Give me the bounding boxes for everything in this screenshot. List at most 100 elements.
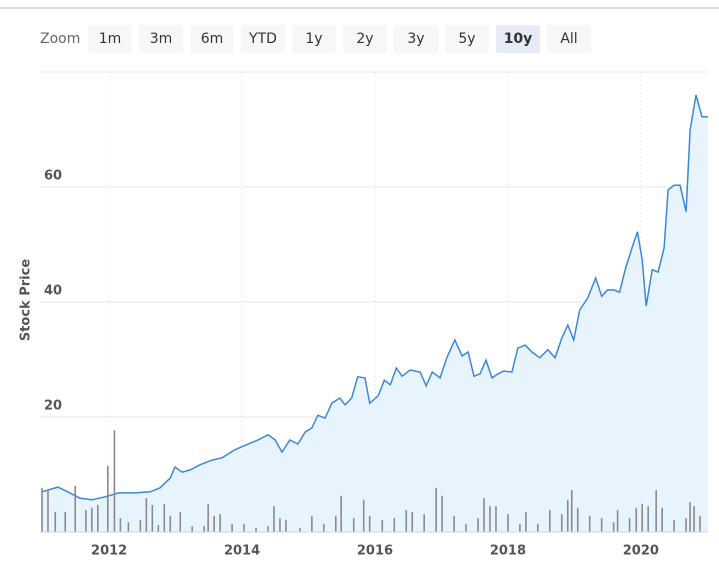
volume-bar — [127, 522, 130, 532]
zoom-button-label[interactable]: 10y — [504, 31, 533, 47]
volume-bar — [616, 510, 619, 532]
volume-bar — [151, 504, 154, 532]
volume-bar — [689, 502, 691, 532]
volume-bar — [340, 495, 342, 532]
volume-bar — [423, 514, 425, 532]
price-line — [41, 94, 708, 501]
volume-bar — [47, 490, 49, 532]
zoom-button-label[interactable]: 6m — [201, 31, 224, 47]
volume-bar — [693, 506, 695, 532]
volume-bar — [537, 523, 539, 532]
volume-bar — [588, 515, 591, 532]
zoom-button-label[interactable]: 2y — [356, 31, 373, 47]
volume-bar — [685, 518, 687, 532]
volume-bar — [74, 486, 77, 532]
zoom-button[interactable] — [394, 25, 438, 53]
volume-bar — [635, 507, 638, 532]
volume-bar — [157, 525, 160, 532]
volume-bar — [381, 519, 384, 532]
volume-bar — [560, 514, 563, 532]
volume-bar — [525, 511, 527, 532]
volume-bar — [441, 495, 443, 532]
volume-bar — [334, 515, 337, 532]
x-tick-label: 2014 — [224, 544, 260, 559]
volume-bar — [41, 487, 43, 532]
volume-bar — [362, 499, 365, 532]
volume-bar — [549, 510, 551, 532]
zoom-button-label[interactable]: 5y — [458, 31, 475, 47]
volume-bar — [393, 518, 396, 532]
volume-bar — [641, 503, 643, 532]
volume-bar — [119, 518, 122, 532]
x-tick-label: 2012 — [91, 544, 127, 559]
y-tick-label: 40 — [44, 284, 62, 299]
y-axis-label: Stock Price — [19, 259, 34, 341]
volume-bar — [566, 499, 569, 532]
volume-bar — [323, 523, 325, 532]
volume-bar — [628, 518, 631, 532]
volume-bar — [519, 523, 521, 532]
zoom-button-label[interactable]: YTD — [248, 31, 277, 47]
zoom-button-label[interactable]: 1y — [305, 31, 322, 47]
zoom-button[interactable] — [88, 25, 132, 53]
volume-bar — [600, 518, 603, 532]
volume-bar — [453, 515, 455, 532]
volume-bar — [91, 507, 93, 532]
volume-bar — [85, 510, 87, 532]
volume-bar — [368, 515, 371, 532]
volume-bar — [97, 504, 99, 532]
volume-bar — [655, 490, 657, 532]
volume-bar — [699, 515, 701, 532]
volume-bar — [273, 506, 275, 532]
volume-bar — [179, 511, 182, 532]
volume-bar — [673, 519, 675, 532]
zoom-button[interactable] — [241, 25, 285, 53]
volume-bar — [106, 465, 109, 532]
volume-bar — [255, 527, 257, 532]
volume-bar — [64, 511, 67, 532]
volume-bar — [191, 526, 194, 532]
volume-bar — [243, 523, 245, 532]
volume-bar — [285, 519, 287, 532]
volume-bar — [113, 430, 116, 532]
zoom-button[interactable] — [547, 25, 591, 53]
x-tick-label: 2018 — [490, 544, 526, 559]
volume-bar — [279, 518, 281, 532]
zoom-button[interactable] — [445, 25, 489, 53]
volume-bar — [661, 507, 663, 532]
area-fill — [42, 95, 708, 532]
volume-bar — [203, 526, 205, 532]
zoom-button-label[interactable]: 3m — [150, 31, 173, 47]
y-tick-label: 20 — [44, 399, 62, 414]
volume-bar — [219, 514, 221, 532]
zoom-button[interactable] — [496, 25, 540, 53]
volume-bar — [231, 523, 233, 532]
zoom-button[interactable] — [139, 25, 183, 53]
zoom-button[interactable] — [343, 25, 387, 53]
volume-bar — [311, 515, 313, 532]
volume-bar — [483, 498, 485, 532]
y-tick-label: 60 — [44, 169, 62, 184]
volume-bar — [411, 511, 414, 532]
zoom-button-label[interactable]: 3y — [407, 31, 424, 47]
volume-bar — [299, 527, 301, 532]
volume-bar — [647, 506, 649, 532]
volume-bar — [139, 519, 142, 532]
volume-bar — [435, 487, 437, 532]
volume-bar — [465, 523, 467, 532]
zoom-button-label[interactable]: 1m — [99, 31, 122, 47]
zoom-button-label[interactable]: All — [560, 31, 577, 47]
volume-bar — [507, 514, 509, 532]
zoom-button[interactable] — [292, 25, 336, 53]
volume-bar — [169, 515, 172, 532]
x-tick-label: 2020 — [623, 544, 659, 559]
volume-bar — [405, 510, 408, 532]
volume-bar — [570, 490, 573, 532]
x-tick-label: 2016 — [357, 544, 393, 559]
volume-bar — [267, 526, 269, 532]
volume-bar — [495, 506, 497, 532]
volume-bar — [207, 503, 209, 532]
zoom-button[interactable] — [190, 25, 234, 53]
